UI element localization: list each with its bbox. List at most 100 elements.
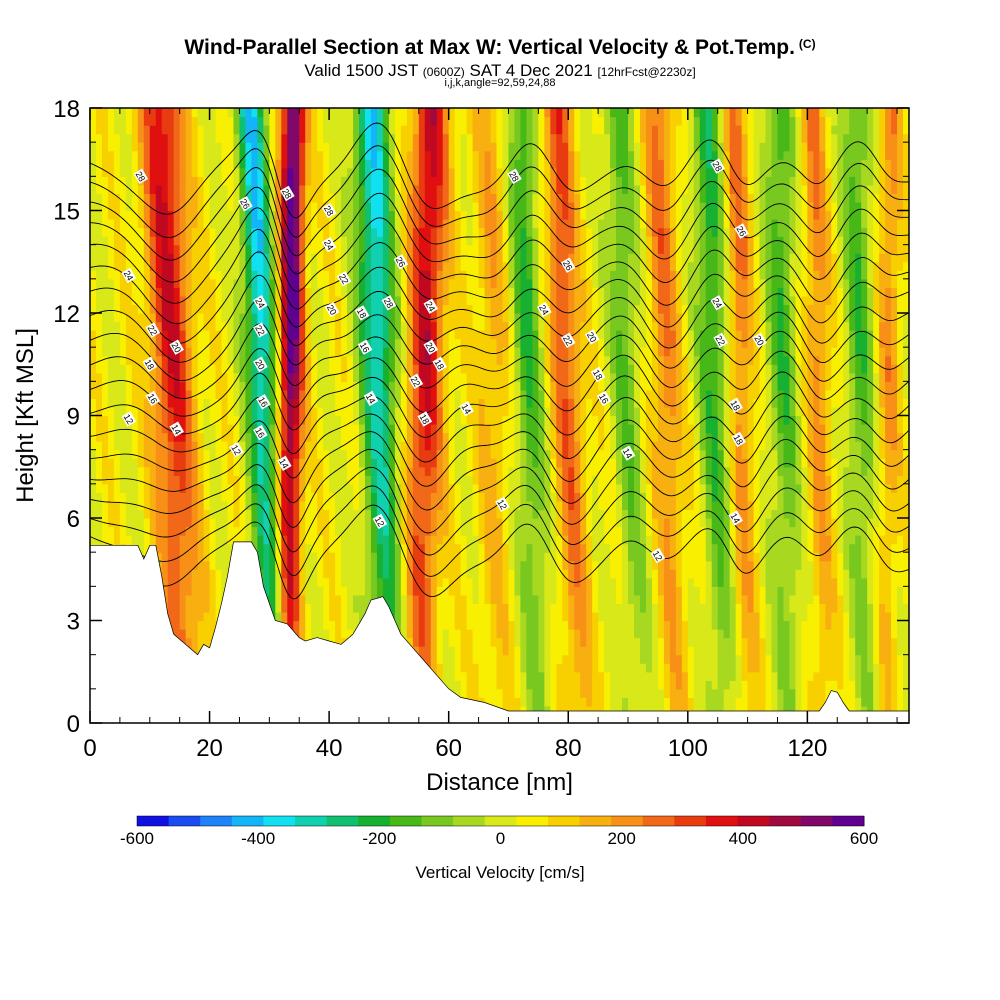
heatmap-cell	[705, 680, 713, 690]
heatmap-cell	[639, 483, 647, 493]
heatmap-cell	[556, 535, 563, 545]
heatmap-cell	[143, 424, 151, 434]
heatmap-cell	[514, 611, 522, 622]
heatmap-cell	[705, 509, 713, 519]
heatmap-cell	[335, 483, 342, 493]
heatmap-cell	[562, 671, 569, 681]
heatmap-cell	[191, 441, 199, 451]
heatmap-cell	[885, 654, 892, 664]
heatmap-cell	[359, 560, 366, 570]
heatmap-cell	[849, 646, 856, 656]
heatmap-cell	[855, 646, 862, 656]
heatmap-cell	[359, 586, 366, 596]
heatmap-cell	[651, 569, 659, 579]
heatmap-cell	[867, 646, 874, 656]
heatmap-cell	[903, 577, 909, 587]
heatmap-cell	[532, 688, 539, 698]
heatmap-cell	[442, 594, 450, 605]
heatmap-cell	[789, 654, 797, 664]
heatmap-cell	[699, 671, 707, 681]
heatmap-cell	[251, 458, 258, 468]
heatmap-cell	[604, 705, 611, 716]
heatmap-cell	[90, 449, 97, 459]
heatmap-cell	[287, 415, 294, 425]
heatmap-cell	[897, 586, 904, 596]
heatmap-cell	[544, 466, 551, 476]
heatmap-cell	[173, 552, 181, 562]
heatmap-cell	[562, 458, 569, 468]
heatmap-cell	[526, 646, 533, 656]
heatmap-cell	[741, 543, 749, 553]
heatmap-cell	[735, 680, 743, 690]
heatmap-cell	[197, 594, 205, 605]
heatmap-cell	[167, 449, 175, 459]
heatmap-cell	[454, 569, 462, 579]
heatmap-cell	[759, 424, 767, 434]
heatmap-cell	[634, 577, 641, 587]
heatmap-cell	[143, 415, 151, 425]
heatmap-cell	[861, 671, 868, 681]
heatmap-cell	[424, 637, 432, 647]
heatmap-cell	[604, 620, 611, 630]
heatmap-cell	[867, 603, 874, 613]
heatmap-cell	[556, 697, 563, 707]
heatmap-cell	[460, 543, 468, 553]
heatmap-cell	[209, 500, 217, 511]
heatmap-cell	[341, 543, 348, 553]
heatmap-cell	[388, 535, 396, 545]
heatmap-cell	[185, 449, 193, 459]
heatmap-cell	[101, 483, 109, 493]
heatmap-cell	[723, 603, 731, 613]
heatmap-cell	[729, 611, 737, 622]
heatmap-cell	[287, 518, 294, 528]
heatmap-cell	[705, 458, 713, 468]
heatmap-cell	[514, 466, 522, 476]
heatmap-cell	[119, 458, 127, 468]
heatmap-cell	[592, 509, 599, 519]
heatmap-cell	[161, 560, 169, 570]
heatmap-cell	[131, 518, 139, 528]
heatmap-cell	[215, 526, 223, 536]
heatmap-cell	[478, 552, 486, 562]
heatmap-cell	[508, 705, 516, 716]
heatmap-cell	[478, 611, 486, 622]
heatmap-cell	[885, 697, 892, 707]
heatmap-cell	[191, 406, 199, 417]
heatmap-cell	[580, 611, 587, 622]
heatmap-cell	[861, 688, 868, 698]
heatmap-cell	[861, 424, 868, 434]
heatmap-cell	[891, 552, 898, 562]
heatmap-cell	[388, 603, 396, 613]
heatmap-cell	[861, 543, 868, 553]
heatmap-cell	[442, 415, 450, 425]
heatmap-cell	[556, 611, 563, 622]
heatmap-cell	[466, 620, 474, 630]
heatmap-cell	[478, 629, 486, 639]
heatmap-cell	[490, 680, 498, 690]
heatmap-cell	[831, 483, 838, 493]
heatmap-cell	[472, 577, 480, 587]
heatmap-cell	[406, 424, 414, 434]
heatmap-cell	[364, 441, 372, 451]
heatmap-cell	[580, 671, 587, 681]
heatmap-cell	[819, 594, 826, 605]
heatmap-cell	[502, 492, 510, 502]
heatmap-cell	[400, 424, 408, 434]
heatmap-cell	[837, 449, 844, 459]
heatmap-cell	[807, 424, 814, 434]
heatmap-cell	[508, 663, 516, 673]
heatmap-cell	[227, 466, 235, 476]
heatmap-cell	[532, 492, 539, 502]
heatmap-cell	[508, 586, 516, 596]
heatmap-cell	[215, 483, 223, 493]
heatmap-cell	[502, 688, 510, 698]
heatmap-cell	[359, 611, 366, 622]
heatmap-cell	[137, 500, 145, 511]
heatmap-cell	[275, 560, 282, 570]
heatmap-cell	[341, 432, 348, 442]
heatmap-cell	[598, 697, 605, 707]
heatmap-cell	[394, 577, 402, 587]
heatmap-cell	[681, 654, 689, 664]
heatmap-cell	[532, 424, 539, 434]
heatmap-cell	[412, 543, 420, 553]
